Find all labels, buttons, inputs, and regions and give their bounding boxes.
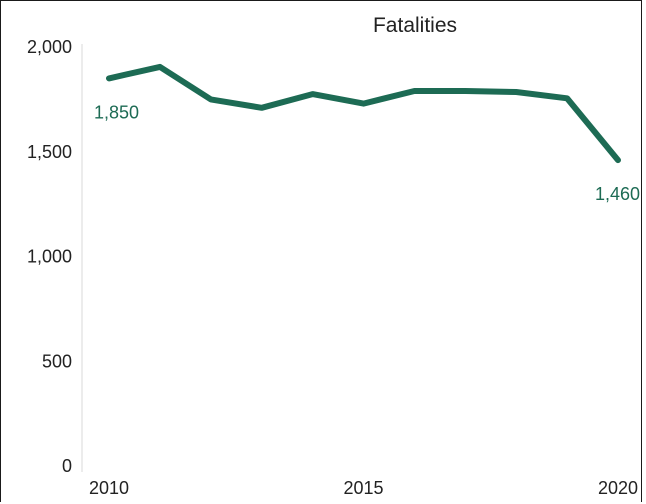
y-tick-label: 1,000	[27, 247, 72, 267]
y-tick-label: 2,000	[27, 37, 72, 57]
data-label: 1,460	[595, 184, 640, 204]
y-tick-label: 1,500	[27, 142, 72, 162]
y-tick-labels: 0 500 1,000 1,500 2,000	[27, 37, 72, 476]
y-tick-label: 0	[62, 456, 72, 476]
x-tick-label: 2015	[343, 478, 383, 498]
x-tick-label: 2020	[598, 478, 638, 498]
x-tick-labels: 2010 2015 2020	[89, 478, 638, 498]
data-labels: 1,850 1,460	[94, 102, 640, 204]
series-line	[106, 63, 621, 164]
data-label: 1,850	[94, 102, 139, 122]
series-group	[106, 63, 621, 164]
x-tick-label: 2010	[89, 478, 129, 498]
y-tick-label: 500	[42, 351, 72, 371]
chart-title: Fatalities	[373, 14, 457, 37]
